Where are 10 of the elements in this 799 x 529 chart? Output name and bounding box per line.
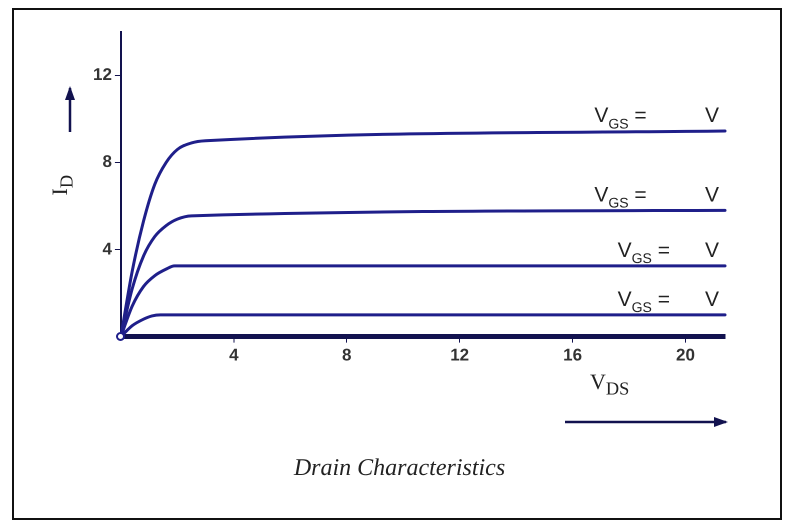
x-axis-title: V$_{DS}$ (590, 368, 630, 399)
x-tick-label: 8 (342, 345, 352, 364)
x-tick-label: 16 (563, 345, 582, 364)
x-tick-label: 20 (676, 345, 695, 364)
x-tick-label: 12 (450, 345, 470, 364)
y-tick-label: 4 (102, 239, 112, 258)
text: Drain Characteristics (292, 455, 506, 482)
x-tick-label: 4 (229, 345, 240, 364)
y-tick-label: 12 (92, 65, 112, 84)
y-tick-label: 8 (102, 152, 112, 172)
